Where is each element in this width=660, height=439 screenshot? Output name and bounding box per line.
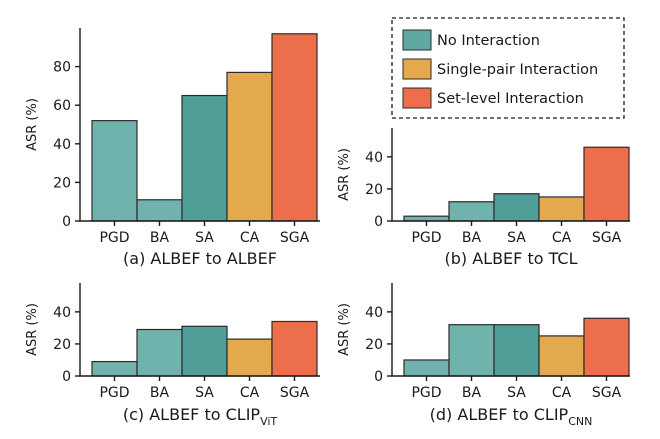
- x-tick-label-pgd: PGD: [99, 385, 129, 401]
- panel-b-albef-to-tcl: 0 20 40 PGD BA SA CA SGA ASR (%) (b) ALBEF to TCL: [337, 128, 630, 268]
- panel-c-albef-to-clip-vit: 0 20 40 PGD BA SA CA SGA ASR (%) (c) ALBEF to CLI…: [25, 283, 320, 428]
- x-tick-label-pgd: PGD: [411, 385, 441, 401]
- y-tick-label: 40: [53, 137, 71, 153]
- x-tick-label-ba: BA: [150, 385, 170, 401]
- legend: No Interaction Single-pair Interaction S…: [391, 17, 625, 119]
- y-tick-label: 20: [365, 337, 383, 353]
- legend-swatch-single-pair-interaction: [402, 58, 432, 80]
- bar-sga: [271, 33, 318, 222]
- x-tick-label-ca: CA: [552, 385, 572, 401]
- x-tick-label-sa: SA: [195, 385, 214, 401]
- x-tick-label-ba: BA: [150, 230, 170, 246]
- legend-swatch-no-interaction: [402, 29, 432, 51]
- x-tick-label-ba: BA: [462, 385, 482, 401]
- bar-ba: [448, 201, 495, 222]
- bar-sa: [181, 325, 228, 377]
- x-tick-label-sga: SGA: [592, 385, 622, 401]
- x-tick-label-pgd: PGD: [99, 230, 129, 246]
- x-tick-label-sa: SA: [507, 385, 526, 401]
- x-tick-label-sga: SGA: [280, 385, 310, 401]
- bar-pgd: [403, 359, 450, 377]
- panel-caption: (c) ALBEF to CLIPViT: [123, 405, 278, 428]
- panel-caption: (b) ALBEF to TCL: [444, 249, 577, 268]
- legend-label-set-level-interaction: Set-level Interaction: [437, 91, 584, 107]
- bar-ba: [136, 199, 183, 222]
- bar-ca: [226, 71, 273, 222]
- y-tick-label: 40: [53, 305, 71, 321]
- y-tick-label: 0: [62, 369, 71, 385]
- legend-swatch-set-level-interaction: [402, 87, 432, 109]
- x-tick-label-sa: SA: [507, 230, 526, 246]
- bar-sga: [271, 320, 318, 377]
- bar-ba: [448, 324, 495, 377]
- y-tick-label: 20: [53, 175, 71, 191]
- panel-a-albef-to-albef: 0 20 40 60 80 PGD BA SA CA SGA ASR (%) (a) ALBEF to…: [25, 28, 320, 268]
- legend-label-single-pair-interaction: Single-pair Interaction: [437, 62, 598, 78]
- bar-ba: [136, 328, 183, 377]
- y-tick-label: 20: [365, 182, 383, 198]
- panel-caption: (d) ALBEF to CLIPCNN: [430, 405, 593, 428]
- y-tick-label: 0: [374, 369, 383, 385]
- y-tick-label: 80: [53, 60, 71, 76]
- y-tick-label: 40: [365, 305, 383, 321]
- bar-sa: [181, 94, 228, 222]
- x-tick-label-sa: SA: [195, 230, 214, 246]
- x-tick-label-ca: CA: [240, 385, 260, 401]
- x-tick-label-sga: SGA: [592, 230, 622, 246]
- y-axis-label: ASR (%): [337, 148, 352, 201]
- y-tick-label: 0: [62, 214, 71, 230]
- x-tick-label-ca: CA: [552, 230, 572, 246]
- panel-caption: (a) ALBEF to ALBEF: [123, 249, 277, 268]
- y-tick-label: 0: [374, 214, 383, 230]
- bar-ca: [538, 335, 585, 377]
- y-tick-label: 40: [365, 150, 383, 166]
- x-tick-label-ca: CA: [240, 230, 260, 246]
- y-axis-label: ASR (%): [25, 303, 40, 356]
- bar-pgd: [91, 120, 138, 222]
- bar-pgd: [403, 215, 450, 222]
- x-tick-label-sga: SGA: [280, 230, 310, 246]
- x-tick-label-ba: BA: [462, 230, 482, 246]
- bar-sa: [493, 193, 540, 222]
- y-tick-label: 60: [53, 98, 71, 114]
- bar-sga: [583, 317, 630, 377]
- bar-ca: [538, 196, 585, 222]
- bar-sga: [583, 146, 630, 222]
- x-tick-label-pgd: PGD: [411, 230, 441, 246]
- bar-sa: [493, 324, 540, 377]
- panel-d-albef-to-clip-cnn: 0 20 40 PGD BA SA CA SGA ASR (%) (d) ALBEF to CLI…: [337, 283, 630, 428]
- y-axis-label: ASR (%): [337, 303, 352, 356]
- bar-ca: [226, 338, 273, 377]
- y-axis-label: ASR (%): [25, 98, 40, 151]
- legend-label-no-interaction: No Interaction: [437, 33, 540, 49]
- y-tick-label: 20: [53, 337, 71, 353]
- bar-pgd: [91, 360, 138, 377]
